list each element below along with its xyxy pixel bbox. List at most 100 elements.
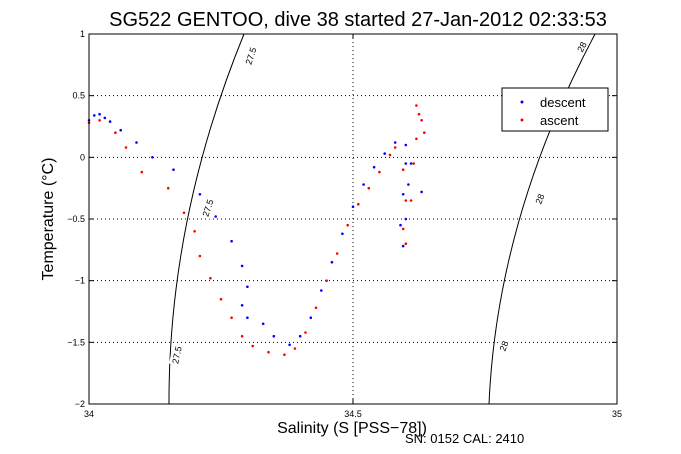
data-point-descent (246, 285, 249, 289)
legend-marker-descent (520, 100, 524, 104)
y-tick-label: −1.5 (67, 337, 85, 347)
series-ascent (87, 104, 426, 357)
isopycnal-28-line (488, 33, 596, 405)
data-point-ascent (209, 276, 212, 280)
data-point-ascent (198, 254, 202, 258)
data-point-ascent (267, 350, 270, 354)
data-point-descent (135, 141, 138, 144)
isopycnal-contours (168, 33, 596, 405)
data-point-ascent (304, 331, 307, 334)
data-point-descent (407, 183, 410, 186)
data-point-ascent (367, 186, 371, 190)
data-point-ascent (335, 252, 339, 255)
data-point-descent (272, 334, 276, 338)
data-point-ascent (420, 119, 423, 122)
data-point-descent (98, 112, 101, 116)
data-point-ascent (401, 227, 405, 231)
serial-calibration-note: SN: 0152 CAL: 2410 (405, 431, 525, 446)
isopycnal-label-27-5-bg (199, 196, 216, 220)
data-point-ascent (325, 279, 328, 283)
data-point-descent (372, 165, 376, 169)
data-point-ascent (114, 131, 117, 134)
data-point-descent (362, 183, 365, 186)
data-point-descent (230, 239, 233, 243)
data-point-descent (261, 322, 265, 326)
data-point-ascent (417, 112, 421, 116)
isopycnal-label-28: 28 (533, 192, 546, 205)
data-point-descent (393, 141, 397, 144)
legend-box (501, 87, 609, 132)
data-point-ascent (98, 119, 101, 122)
data-point-ascent (193, 230, 196, 233)
series-descent (87, 112, 423, 347)
data-point-ascent (412, 162, 416, 165)
y-axis-label: Temperature (°C) (40, 158, 57, 281)
isopycnal-label-28: 28 (575, 40, 589, 54)
data-point-descent (93, 114, 96, 117)
data-point-descent (298, 334, 302, 338)
data-point-descent (420, 190, 423, 194)
data-point-descent (401, 244, 405, 248)
data-point-ascent (230, 316, 233, 320)
data-point-ascent (393, 146, 397, 149)
data-point-descent (330, 260, 334, 264)
data-point-descent (399, 223, 402, 227)
data-point-ascent (293, 347, 297, 350)
data-point-descent (351, 205, 355, 208)
x-axis-label: Salinity (S [PSS−78]) (277, 420, 427, 437)
data-point-ascent (346, 223, 350, 227)
data-point-descent (401, 193, 405, 196)
y-tick-label: 1 (80, 29, 85, 39)
legend-label-ascent: ascent (540, 113, 579, 128)
data-point-descent (404, 217, 408, 221)
isopycnal-label-28-bg (494, 334, 513, 358)
isopycnal-label-28-bg (572, 35, 592, 59)
data-point-ascent (357, 202, 360, 206)
isopycnal-label-27-5: 27.5 (201, 198, 216, 218)
legend: descent ascent (501, 87, 609, 132)
data-point-ascent (423, 131, 426, 134)
data-point-ascent (251, 344, 254, 348)
isopycnal-label-27-5: 27.5 (244, 46, 259, 66)
data-point-descent (341, 232, 344, 236)
y-tick-label: −2 (75, 399, 85, 409)
data-point-ascent (182, 211, 186, 215)
chart-title: SG522 GENTOO, dive 38 started 27-Jan-201… (109, 9, 607, 31)
data-point-ascent (388, 153, 392, 157)
y-tick-label: 0 (80, 152, 85, 162)
y-tick-label: 0.5 (72, 91, 85, 101)
data-point-ascent (140, 170, 144, 174)
data-point-descent (383, 152, 387, 155)
data-point-descent (172, 168, 175, 171)
isopycnal-labels: 27.5 27.5 27.5 28 28 28 (169, 35, 592, 366)
data-point-descent (108, 120, 112, 123)
data-point-descent (288, 343, 291, 347)
data-point-ascent (409, 199, 413, 202)
data-point-descent (214, 215, 217, 218)
isopycnal-label-28-bg (530, 187, 549, 211)
x-tick-label: 34 (84, 409, 94, 419)
isopycnal-label-27-5-bg (242, 44, 259, 68)
data-point-ascent (401, 168, 405, 171)
data-point-descent (151, 156, 154, 159)
data-point-descent (409, 162, 413, 165)
data-point-ascent (404, 242, 408, 245)
isopycnal-label-28: 28 (498, 340, 511, 353)
data-point-ascent (314, 306, 318, 310)
legend-marker-ascent (520, 118, 524, 122)
data-series (87, 104, 426, 357)
data-point-ascent (415, 137, 418, 141)
data-point-ascent (415, 104, 418, 107)
y-tick-label: −0.5 (67, 214, 85, 224)
data-point-ascent (124, 146, 128, 149)
data-point-descent (119, 128, 122, 132)
y-tick-label: −1 (75, 276, 85, 286)
data-point-descent (404, 143, 408, 147)
data-point-ascent (166, 186, 170, 190)
axis-ticks: 34 34.5 35 −2 −1.5 −1 −0.5 0 0.5 1 (67, 29, 622, 419)
data-point-descent (240, 304, 244, 307)
legend-label-descent: descent (540, 95, 586, 110)
data-point-descent (309, 316, 313, 320)
data-point-ascent (283, 353, 286, 357)
